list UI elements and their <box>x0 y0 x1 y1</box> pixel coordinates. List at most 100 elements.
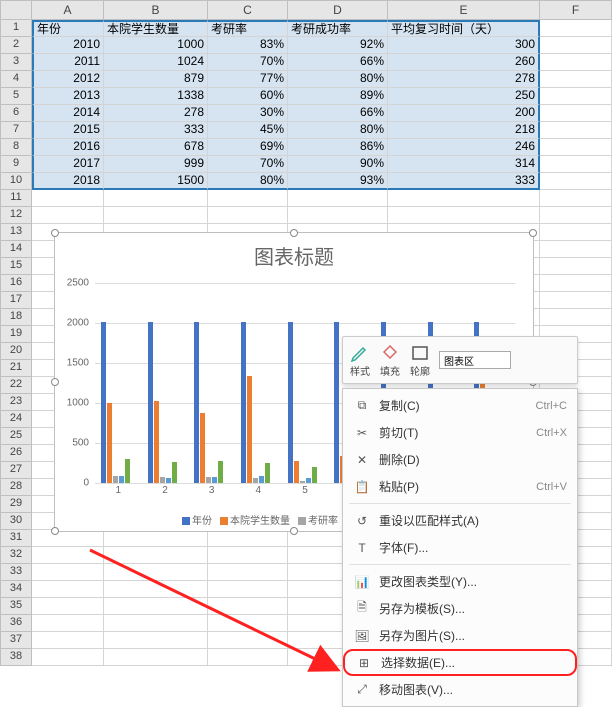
chart-bar[interactable] <box>172 462 177 483</box>
row-header[interactable]: 29 <box>0 496 32 513</box>
chart-bar[interactable] <box>194 322 199 483</box>
cell[interactable]: 260 <box>388 54 540 71</box>
menu-item-font[interactable]: T字体(F)... <box>343 534 577 561</box>
cell[interactable]: 考研率 <box>208 20 288 37</box>
cell[interactable]: 93% <box>288 173 388 190</box>
cell[interactable]: 1500 <box>104 173 208 190</box>
row-header[interactable]: 1 <box>0 20 32 37</box>
col-header-A[interactable]: A <box>32 0 104 20</box>
cell[interactable]: 30% <box>208 105 288 122</box>
row-header[interactable]: 15 <box>0 258 32 275</box>
row-header[interactable]: 18 <box>0 309 32 326</box>
cell[interactable] <box>32 530 104 547</box>
cell[interactable] <box>104 207 208 224</box>
resize-handle[interactable] <box>290 527 298 535</box>
row-header[interactable]: 31 <box>0 530 32 547</box>
cell[interactable]: 70% <box>208 156 288 173</box>
cell[interactable] <box>540 241 612 258</box>
cell[interactable] <box>388 190 540 207</box>
chart-bar[interactable] <box>212 477 217 483</box>
cell[interactable] <box>540 275 612 292</box>
cell[interactable]: 1024 <box>104 54 208 71</box>
fill-button[interactable]: 填充 <box>379 343 401 378</box>
col-header-F[interactable]: F <box>540 0 612 20</box>
row-header[interactable]: 3 <box>0 54 32 71</box>
row-header[interactable]: 2 <box>0 37 32 54</box>
chart-bar[interactable] <box>107 403 112 483</box>
chart-bar[interactable] <box>218 461 223 483</box>
cell[interactable]: 300 <box>388 37 540 54</box>
cell[interactable]: 平均复习时间（天） <box>388 20 540 37</box>
row-header[interactable]: 20 <box>0 343 32 360</box>
cell[interactable] <box>208 530 288 547</box>
cell[interactable] <box>208 632 288 649</box>
row-header[interactable]: 27 <box>0 462 32 479</box>
cell[interactable] <box>208 615 288 632</box>
outline-button[interactable]: 轮廓 <box>409 343 431 378</box>
cell[interactable] <box>104 649 208 666</box>
select-all-corner[interactable] <box>0 0 32 20</box>
cell[interactable]: 333 <box>388 173 540 190</box>
row-header[interactable]: 10 <box>0 173 32 190</box>
row-header[interactable]: 38 <box>0 649 32 666</box>
chart-bar[interactable] <box>101 322 106 483</box>
row-header[interactable]: 22 <box>0 377 32 394</box>
cell[interactable]: 678 <box>104 139 208 156</box>
cell[interactable] <box>32 547 104 564</box>
cell[interactable] <box>540 54 612 71</box>
chart-bar[interactable] <box>206 477 211 483</box>
cell[interactable] <box>104 581 208 598</box>
cell[interactable] <box>208 581 288 598</box>
cell[interactable]: 86% <box>288 139 388 156</box>
row-header[interactable]: 21 <box>0 360 32 377</box>
cell[interactable]: 2016 <box>32 139 104 156</box>
cell[interactable]: 246 <box>388 139 540 156</box>
cell[interactable]: 77% <box>208 71 288 88</box>
chart-bar[interactable] <box>241 322 246 483</box>
menu-item-move[interactable]: ⤢移动图表(V)... <box>343 676 577 703</box>
cell[interactable] <box>32 649 104 666</box>
row-header[interactable]: 35 <box>0 598 32 615</box>
cell[interactable] <box>208 564 288 581</box>
chart-bar[interactable] <box>259 476 264 483</box>
cell[interactable]: 278 <box>104 105 208 122</box>
menu-item-cut[interactable]: ✂剪切(T)Ctrl+X <box>343 419 577 446</box>
col-header-E[interactable]: E <box>388 0 540 20</box>
chart-bar[interactable] <box>294 461 299 483</box>
chart-bar[interactable] <box>166 478 171 483</box>
row-header[interactable]: 6 <box>0 105 32 122</box>
row-header[interactable]: 9 <box>0 156 32 173</box>
row-header[interactable]: 11 <box>0 190 32 207</box>
resize-handle[interactable] <box>290 229 298 237</box>
row-header[interactable]: 4 <box>0 71 32 88</box>
cell[interactable] <box>540 156 612 173</box>
chart-bar[interactable] <box>288 322 293 483</box>
cell[interactable] <box>208 190 288 207</box>
menu-item-copy[interactable]: ⧉复制(C)Ctrl+C <box>343 392 577 419</box>
cell[interactable]: 2017 <box>32 156 104 173</box>
cell[interactable] <box>104 615 208 632</box>
resize-handle[interactable] <box>529 229 537 237</box>
row-header[interactable]: 26 <box>0 445 32 462</box>
cell[interactable] <box>32 564 104 581</box>
cell[interactable] <box>32 581 104 598</box>
cell[interactable]: 2013 <box>32 88 104 105</box>
cell[interactable]: 92% <box>288 37 388 54</box>
row-header[interactable]: 19 <box>0 326 32 343</box>
row-header[interactable]: 34 <box>0 581 32 598</box>
cell[interactable]: 45% <box>208 122 288 139</box>
row-header[interactable]: 33 <box>0 564 32 581</box>
cell[interactable]: 250 <box>388 88 540 105</box>
cell[interactable]: 999 <box>104 156 208 173</box>
cell[interactable]: 1000 <box>104 37 208 54</box>
cell[interactable] <box>208 649 288 666</box>
chart-bar[interactable] <box>160 477 165 483</box>
chart-bar[interactable] <box>247 376 252 483</box>
row-header[interactable]: 25 <box>0 428 32 445</box>
row-header[interactable]: 36 <box>0 615 32 632</box>
cell[interactable]: 278 <box>388 71 540 88</box>
menu-item-template[interactable]: 🗎另存为模板(S)... <box>343 595 577 622</box>
row-header[interactable]: 14 <box>0 241 32 258</box>
cell[interactable] <box>32 207 104 224</box>
cell[interactable] <box>540 258 612 275</box>
